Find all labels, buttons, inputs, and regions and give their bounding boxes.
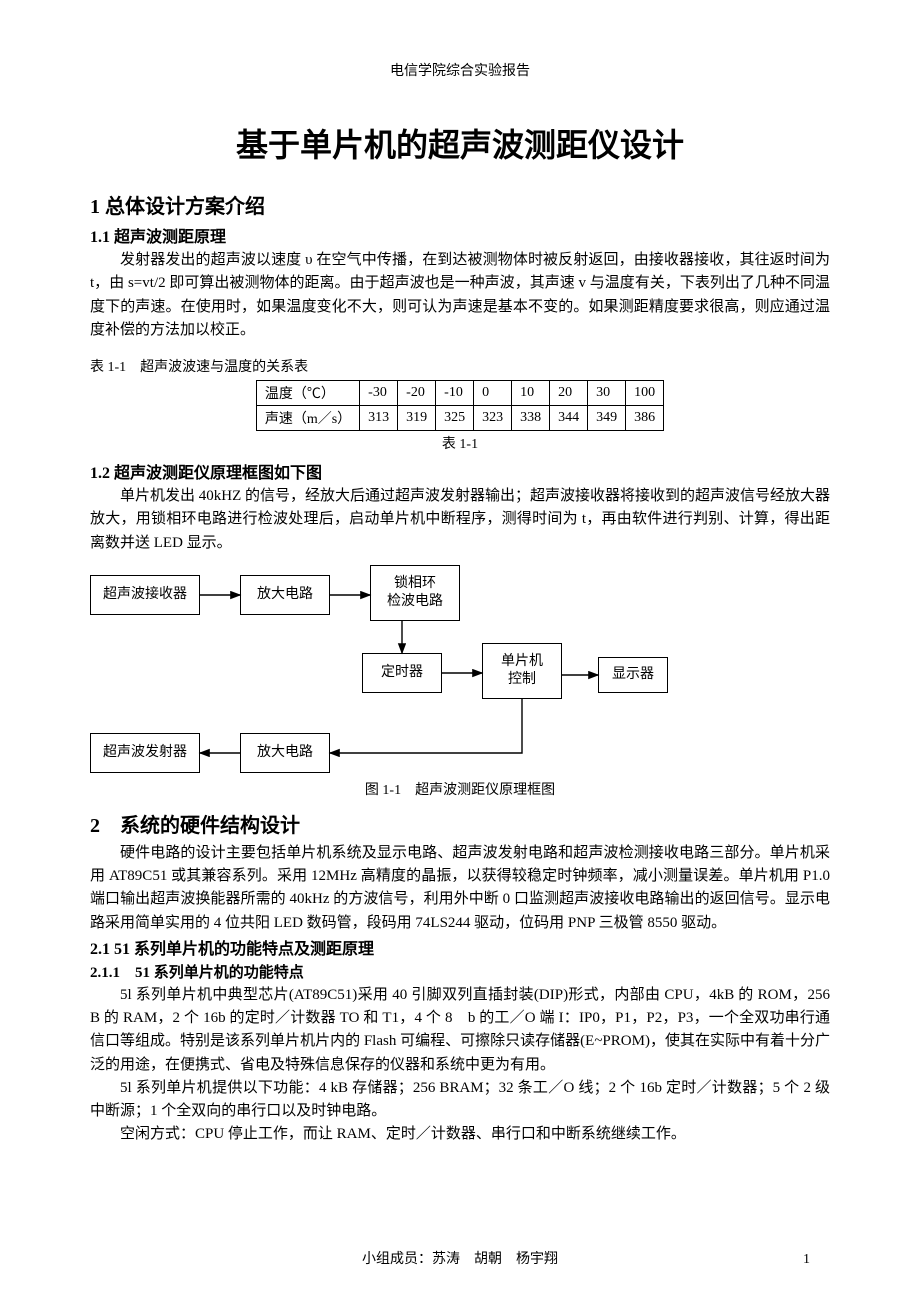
document-title: 基于单片机的超声波测距仪设计 bbox=[90, 120, 830, 166]
para-2-1-1c: 空闲方式：CPU 停止工作，而让 RAM、定时／计数器、串行口和中断系统继续工作… bbox=[90, 1123, 830, 1146]
para-1-2: 单片机发出 40kHZ 的信号，经放大后通过超声波发射器输出；超声波接收器将接收… bbox=[90, 485, 830, 555]
cell: 338 bbox=[512, 406, 550, 431]
cell: 325 bbox=[436, 406, 474, 431]
box-amp1: 放大电路 bbox=[240, 575, 330, 615]
para-1-1: 发射器发出的超声波以速度 υ 在空气中传播，在到达被测物体时被反射返回，由接收器… bbox=[90, 249, 830, 342]
cell: 10 bbox=[512, 381, 550, 406]
cell: 0 bbox=[474, 381, 512, 406]
cell: -10 bbox=[436, 381, 474, 406]
page-number: 1 bbox=[803, 1252, 810, 1268]
heading-2: 2 系统的硬件结构设计 bbox=[90, 809, 830, 838]
row-label: 温度（℃） bbox=[256, 381, 359, 406]
row-label: 声速（m／s） bbox=[256, 406, 359, 431]
cell: -20 bbox=[398, 381, 436, 406]
table-1-caption: 表 1-1 超声波波速与温度的关系表 bbox=[90, 356, 830, 376]
box-tx: 超声波发射器 bbox=[90, 733, 200, 773]
cell: -30 bbox=[360, 381, 398, 406]
heading-2-1-1: 2.1.1 51 系列单片机的功能特点 bbox=[90, 961, 830, 982]
cell: 344 bbox=[550, 406, 588, 431]
heading-1-1: 1.1 超声波测距原理 bbox=[90, 223, 830, 247]
page-header: 电信学院综合实验报告 bbox=[90, 60, 830, 80]
heading-1-2: 1.2 超声波测距仪原理框图如下图 bbox=[90, 459, 830, 483]
box-rx: 超声波接收器 bbox=[90, 575, 200, 615]
cell: 313 bbox=[360, 406, 398, 431]
cell: 323 bbox=[474, 406, 512, 431]
para-2-1-1a: 5l 系列单片机中典型芯片(AT89C51)采用 40 引脚双列直插封装(DIP… bbox=[90, 984, 830, 1077]
heading-2-1: 2.1 51 系列单片机的功能特点及测距原理 bbox=[90, 935, 830, 959]
cell: 319 bbox=[398, 406, 436, 431]
para-2-intro: 硬件电路的设计主要包括单片机系统及显示电路、超声波发射电路和超声波检测接收电路三… bbox=[90, 842, 830, 935]
cell: 386 bbox=[626, 406, 664, 431]
cell: 30 bbox=[588, 381, 626, 406]
cell: 100 bbox=[626, 381, 664, 406]
heading-1: 1 总体设计方案介绍 bbox=[90, 190, 830, 219]
cell: 20 bbox=[550, 381, 588, 406]
box-pll: 锁相环检波电路 bbox=[370, 565, 460, 621]
box-amp2: 放大电路 bbox=[240, 733, 330, 773]
box-disp: 显示器 bbox=[598, 657, 668, 693]
box-timer: 定时器 bbox=[362, 653, 442, 693]
block-diagram: 超声波接收器 放大电路 锁相环检波电路 定时器 单片机控制 显示器 超声波发射器… bbox=[90, 565, 670, 775]
cell: 349 bbox=[588, 406, 626, 431]
box-mcu: 单片机控制 bbox=[482, 643, 562, 699]
table-row: 温度（℃） -30 -20 -10 0 10 20 30 100 bbox=[256, 381, 663, 406]
page-footer: 小组成员：苏涛 胡朝 杨宇翔 bbox=[0, 1248, 920, 1268]
table-row: 声速（m／s） 313 319 325 323 338 344 349 386 bbox=[256, 406, 663, 431]
para-2-1-1b: 5l 系列单片机提供以下功能：4 kB 存储器；256 BRAM；32 条工／O… bbox=[90, 1077, 830, 1124]
table-1: 温度（℃） -30 -20 -10 0 10 20 30 100 声速（m／s）… bbox=[256, 380, 664, 431]
table-1-number: 表 1-1 bbox=[90, 433, 830, 453]
figure-1-caption: 图 1-1 超声波测距仪原理框图 bbox=[90, 779, 830, 799]
